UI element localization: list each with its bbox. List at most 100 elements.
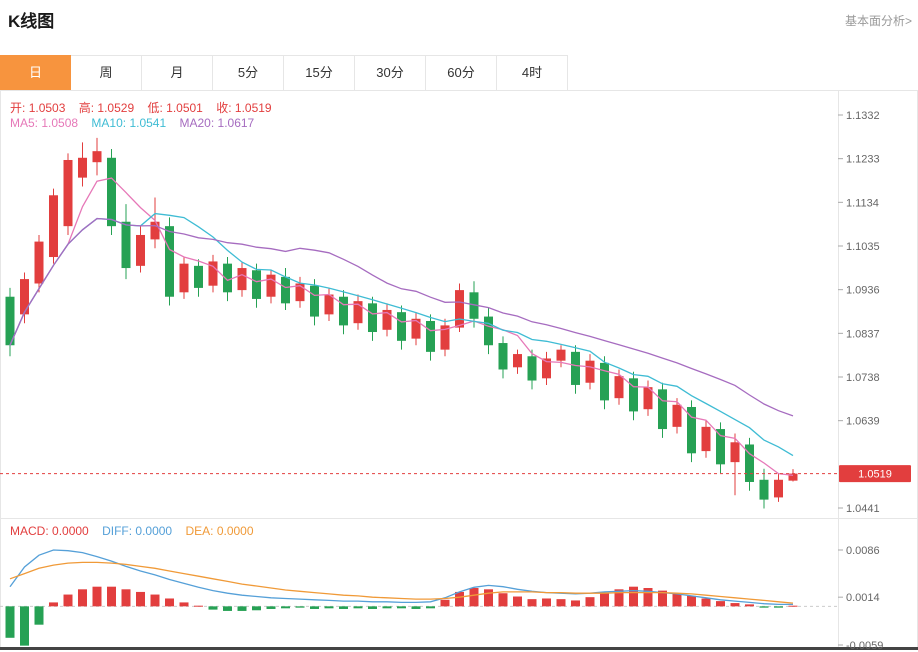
macd-bar xyxy=(411,606,421,609)
macd-bar xyxy=(730,603,740,607)
candle-body xyxy=(774,479,783,498)
candle-body xyxy=(687,406,696,454)
macd-histogram[interactable] xyxy=(5,586,798,646)
macd-bar xyxy=(484,589,493,607)
macd-bar xyxy=(150,594,160,607)
candle-body xyxy=(556,349,566,361)
candle-body xyxy=(672,404,682,427)
macd-y-axis: 0.0086 0.0014 -0.0059 xyxy=(838,545,883,652)
macd-bar xyxy=(266,606,276,609)
macd-bar xyxy=(92,586,102,607)
chart-area[interactable]: 1.1332 1.1233 1.1134 1.1035 1.0936 1.0837 1.07… xyxy=(0,90,918,652)
candle-body xyxy=(49,195,58,258)
macd-bar xyxy=(136,591,145,607)
y-axis-tick: 1.1134 xyxy=(846,197,879,209)
candle-body xyxy=(788,473,798,481)
macd-bar xyxy=(643,588,653,607)
macd-bar xyxy=(397,606,406,609)
y-axis-tick: 1.0936 xyxy=(846,285,880,297)
tab-60min[interactable]: 60分 xyxy=(426,55,497,91)
macd-bar xyxy=(672,593,682,607)
fundamental-analysis-link[interactable]: 基本面分析> xyxy=(844,14,912,28)
macd-bar xyxy=(324,606,334,609)
macd-y-axis-tick: 0.0086 xyxy=(846,545,880,557)
candle-body xyxy=(411,318,421,339)
candle-body xyxy=(237,268,247,291)
macd-bar xyxy=(716,601,725,607)
candle-body xyxy=(353,301,363,324)
macd-bar xyxy=(513,596,522,607)
candle-body xyxy=(5,296,15,346)
candle-body xyxy=(382,309,392,330)
candlestick-series[interactable] xyxy=(5,137,798,509)
candle-body xyxy=(121,221,131,269)
candle-body xyxy=(107,157,116,227)
candle-body xyxy=(629,378,638,412)
macd-bar xyxy=(295,606,305,608)
candle-body xyxy=(701,426,711,452)
candle-body xyxy=(208,261,218,286)
ma5-line xyxy=(9,177,794,477)
macd-bar xyxy=(34,606,44,625)
macd-bar xyxy=(339,606,348,609)
candle-body xyxy=(397,312,406,341)
candle-body xyxy=(63,159,73,227)
current-price-value: 1.0519 xyxy=(858,469,892,481)
macd-bar xyxy=(571,600,580,607)
candle-body xyxy=(194,265,203,288)
macd-bar xyxy=(208,606,218,610)
macd-bar xyxy=(774,606,783,608)
tab-day[interactable]: 日 xyxy=(0,55,71,91)
macd-bar xyxy=(614,589,624,607)
y-axis-tick: 1.1035 xyxy=(846,241,880,253)
macd-bar xyxy=(237,606,247,611)
candle-body xyxy=(614,376,624,399)
y-axis-tick: 1.1332 xyxy=(846,110,880,122)
candle-body xyxy=(484,316,493,346)
macd-bar xyxy=(107,586,116,607)
tab-5min[interactable]: 5分 xyxy=(213,55,284,91)
tab-week[interactable]: 周 xyxy=(71,55,142,91)
macd-bar xyxy=(20,606,29,646)
candle-body xyxy=(600,362,609,401)
candle-body xyxy=(223,263,232,293)
tab-30min[interactable]: 30分 xyxy=(355,55,426,91)
candle-body xyxy=(455,290,464,328)
candle-body xyxy=(440,325,450,350)
kline-chart-canvas[interactable]: 1.1332 1.1233 1.1134 1.1035 1.0936 1.0837 1.07… xyxy=(0,90,918,652)
candle-body xyxy=(643,387,653,410)
macd-bar xyxy=(78,589,87,607)
candle-body xyxy=(716,429,725,465)
macd-bar xyxy=(5,606,15,638)
macd-bar xyxy=(745,604,754,607)
candle-body xyxy=(324,294,334,315)
macd-bar xyxy=(469,588,479,607)
candle-body xyxy=(469,292,479,319)
macd-bar xyxy=(49,602,58,607)
candle-body xyxy=(759,479,769,500)
macd-y-axis-tick: -0.0059 xyxy=(846,640,883,650)
candle-body xyxy=(513,354,522,368)
candle-body xyxy=(136,234,145,266)
page-title: K线图 xyxy=(8,12,55,31)
macd-bar xyxy=(629,586,638,607)
dea-line xyxy=(9,561,794,604)
candle-body xyxy=(571,351,580,385)
candle-body xyxy=(252,270,261,299)
tab-month[interactable]: 月 xyxy=(142,55,213,91)
macd-bar xyxy=(455,591,464,607)
macd-bar xyxy=(788,605,798,607)
macd-bar xyxy=(121,589,131,607)
macd-bar xyxy=(165,598,174,607)
candle-body xyxy=(658,389,667,430)
tab-15min[interactable]: 15分 xyxy=(284,55,355,91)
candle-body xyxy=(179,263,189,293)
candle-body xyxy=(730,442,740,463)
candle-body xyxy=(527,356,537,381)
candle-body xyxy=(542,358,551,379)
y-axis-tick: 1.0441 xyxy=(846,503,880,515)
macd-bar xyxy=(687,595,696,607)
tab-4hour[interactable]: 4时 xyxy=(497,55,568,91)
macd-bar xyxy=(281,606,290,609)
timeframe-tabs: 日 周 月 5分 15分 30分 60分 4时 xyxy=(0,55,568,91)
